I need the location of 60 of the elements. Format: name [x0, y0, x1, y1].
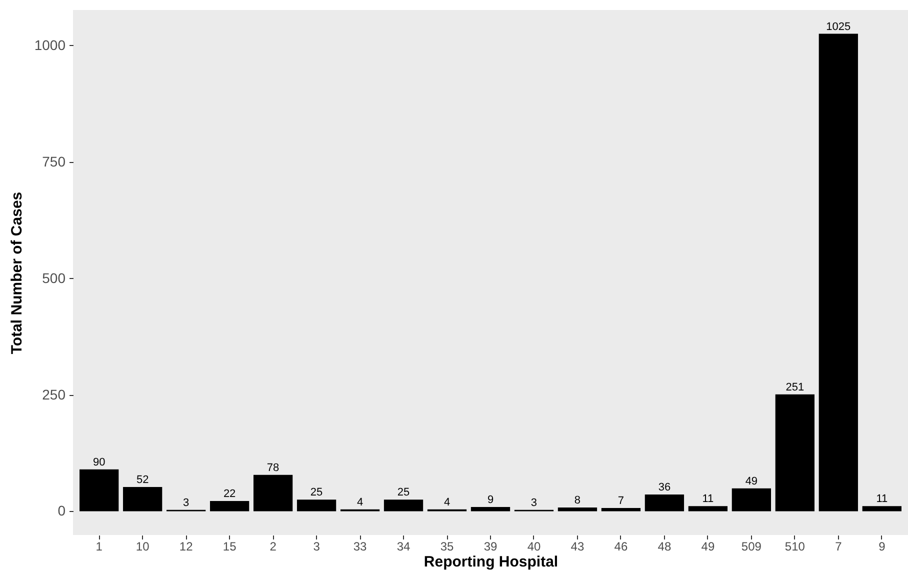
x-tick-label: 2 — [270, 540, 277, 554]
bar — [470, 507, 510, 512]
data-label: 25 — [310, 486, 323, 499]
data-label: 25 — [397, 486, 410, 499]
data-label: 22 — [223, 488, 236, 500]
data-label: 4 — [444, 496, 450, 508]
data-label: 11 — [876, 493, 888, 506]
x-tick-label: 509 — [741, 540, 762, 554]
data-label: 90 — [92, 456, 106, 468]
data-label: 7 — [618, 494, 624, 507]
x-tick-label: 40 — [527, 540, 541, 554]
bar — [688, 506, 728, 512]
y-tick-label: 1000 — [34, 36, 66, 53]
bar — [818, 34, 858, 512]
data-label: 11 — [702, 493, 714, 506]
bar — [644, 494, 684, 512]
bar — [80, 469, 119, 512]
x-tick-label: 48 — [658, 540, 672, 554]
x-tick-label: 3 — [313, 540, 320, 554]
x-tick-label: 15 — [222, 540, 237, 554]
data-label: 49 — [745, 475, 758, 488]
data-label: 3 — [183, 496, 190, 509]
x-tick-label: 10 — [136, 540, 150, 554]
bar — [210, 500, 250, 512]
bar — [296, 500, 336, 512]
data-label: 36 — [658, 481, 671, 494]
x-tick-label: 39 — [484, 540, 498, 554]
data-label: 3 — [530, 496, 538, 509]
bar — [384, 500, 424, 512]
y-tick-label: 750 — [42, 153, 66, 170]
bar — [123, 487, 162, 512]
bar — [862, 506, 902, 512]
data-label: 1025 — [826, 20, 851, 33]
data-label: 9 — [487, 494, 494, 506]
y-tick-label: 500 — [42, 270, 66, 286]
y-axis-title: Total Number of Cases — [8, 192, 26, 354]
x-tick-label: 34 — [396, 540, 411, 554]
data-label: 8 — [574, 494, 581, 507]
data-label: 4 — [356, 496, 364, 508]
data-label: 52 — [136, 474, 149, 486]
x-tick-label: 1 — [96, 540, 103, 554]
x-tick-label: 12 — [179, 540, 194, 554]
data-label: 251 — [786, 381, 804, 394]
bar — [732, 488, 772, 512]
x-tick-label: 35 — [440, 540, 454, 554]
data-label: 78 — [266, 462, 280, 474]
x-axis-title: Reporting Hospital — [424, 554, 558, 570]
y-tick-label: 250 — [42, 386, 66, 402]
x-tick-label: 7 — [835, 540, 842, 554]
x-tick-label: 33 — [353, 540, 368, 554]
bar — [601, 508, 641, 512]
x-tick-label: 49 — [701, 540, 715, 554]
x-tick-label: 46 — [614, 540, 628, 554]
x-tick-label: 43 — [570, 540, 584, 554]
bar — [775, 394, 814, 512]
y-tick-label: 0 — [58, 502, 66, 519]
x-tick-label: 9 — [878, 540, 886, 554]
bar — [558, 508, 598, 512]
bar — [253, 474, 293, 512]
x-tick-label: 510 — [784, 540, 806, 554]
